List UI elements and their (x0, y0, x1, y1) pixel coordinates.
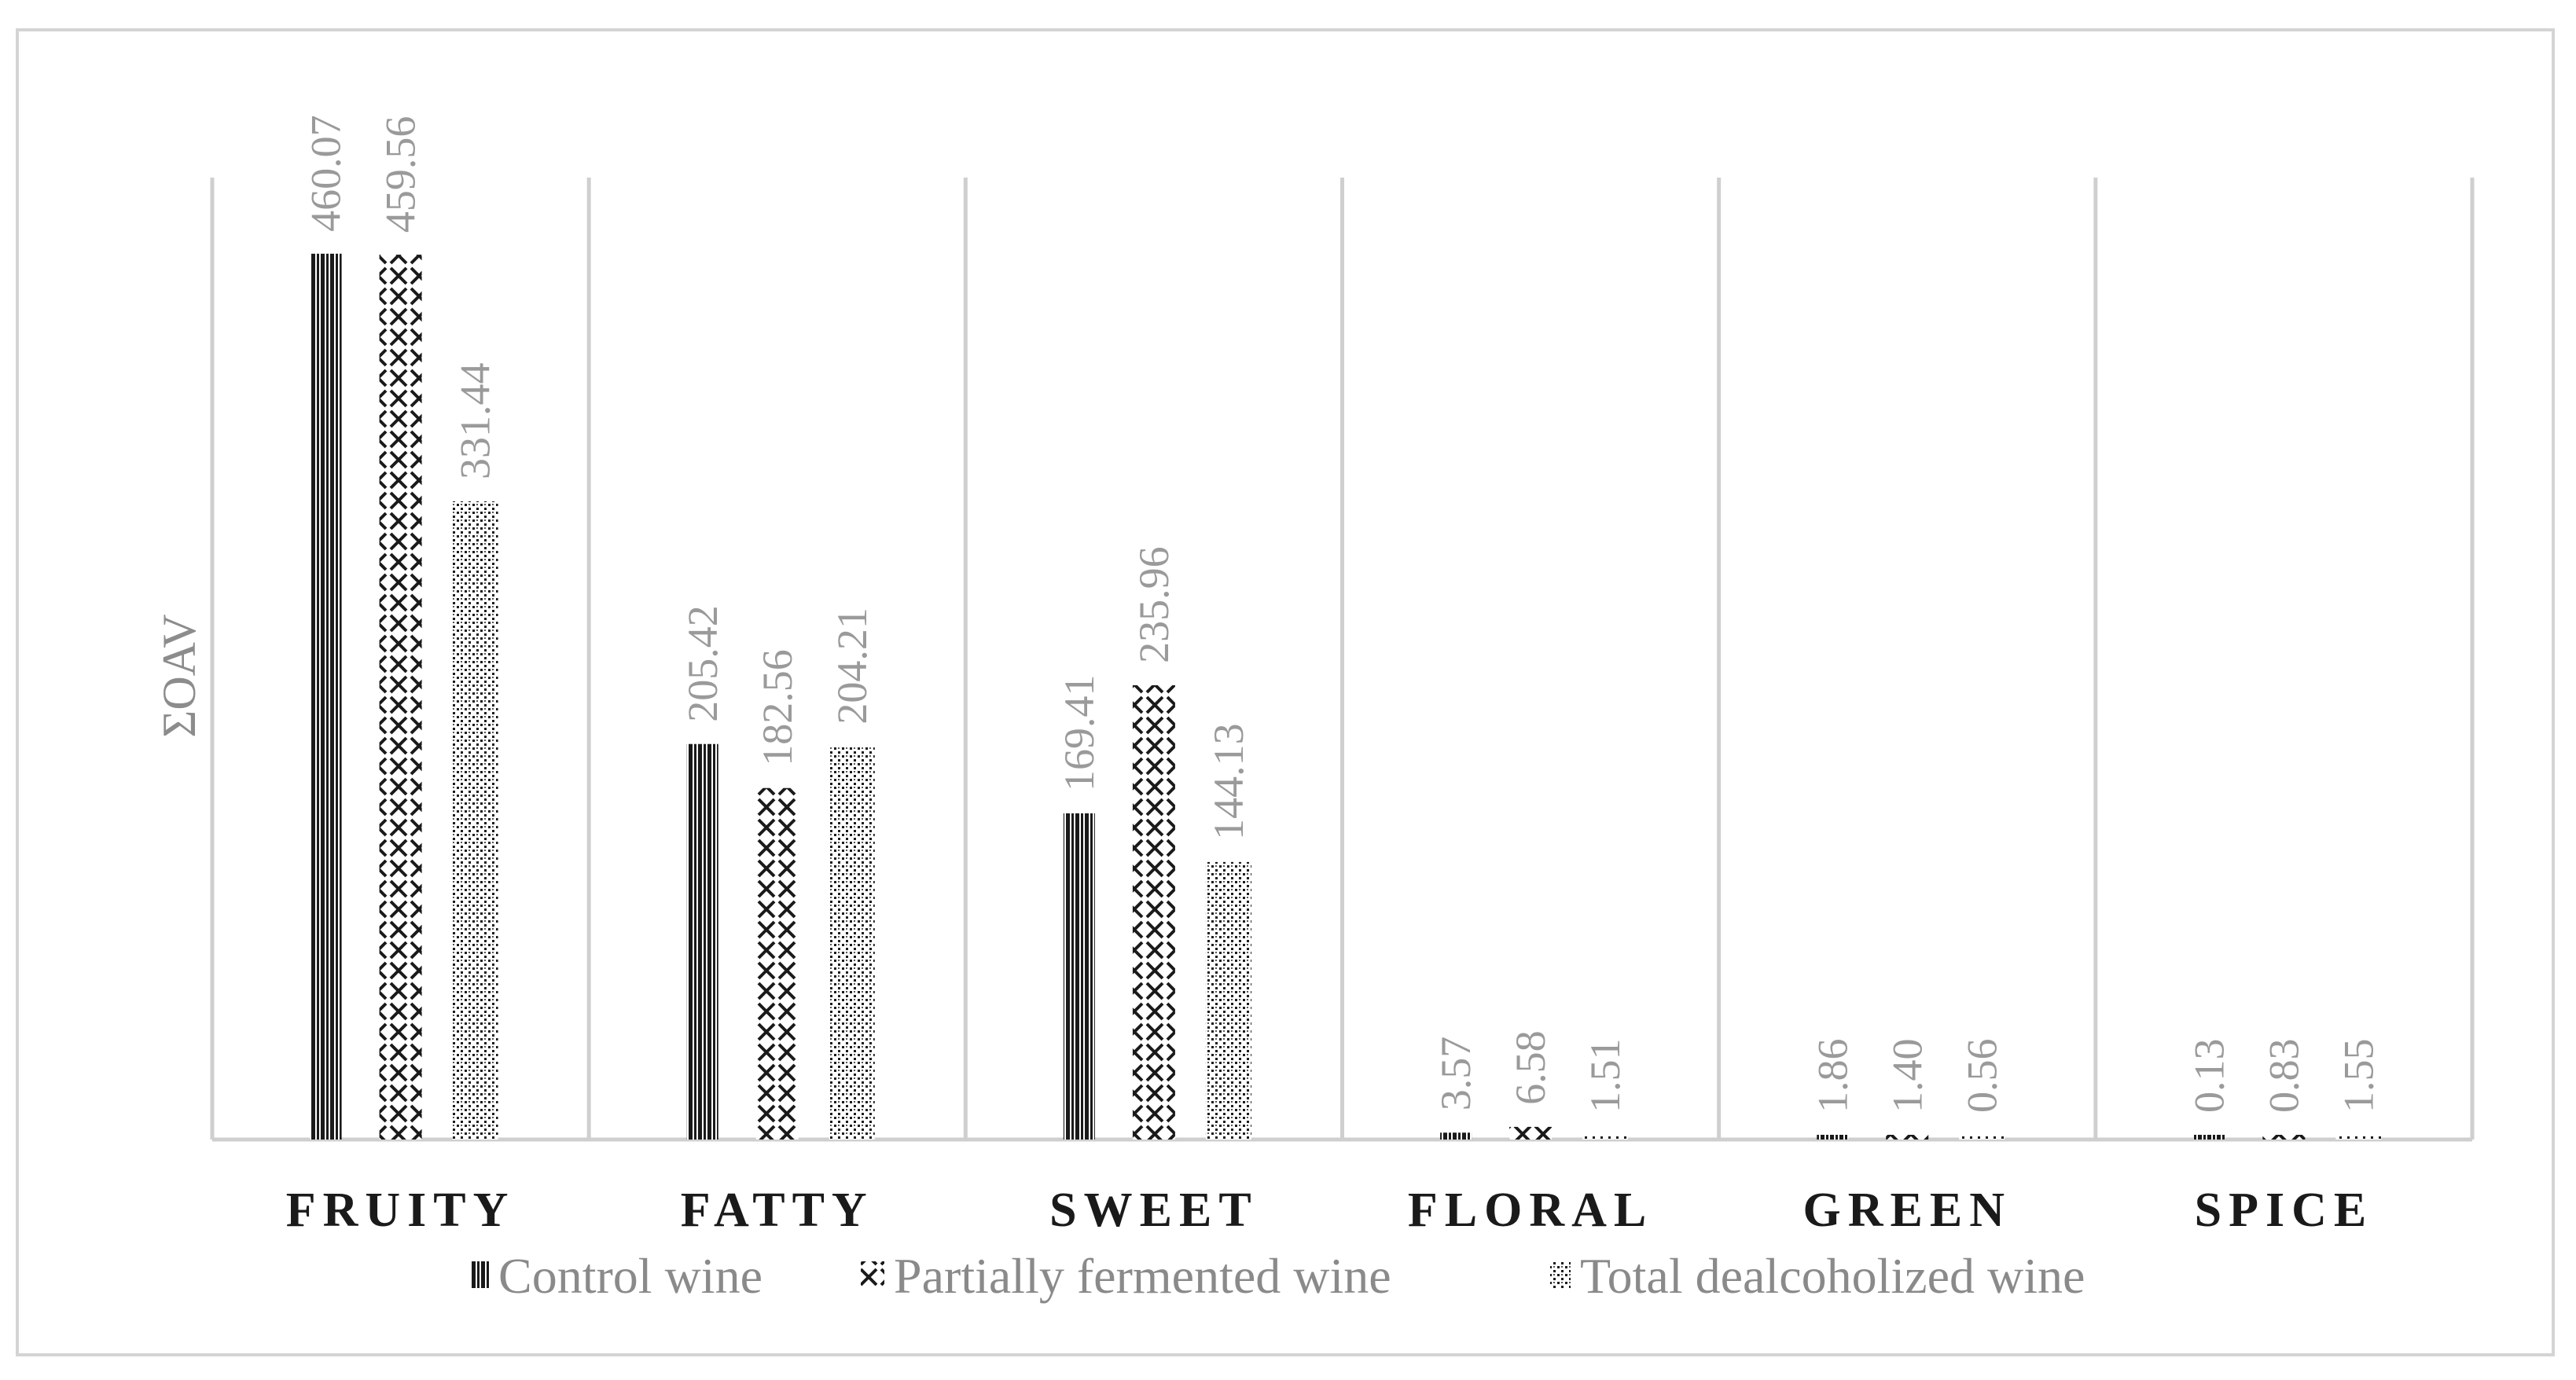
chart-frame (16, 28, 2555, 1356)
data-label: 1.40 (1883, 1039, 1931, 1114)
data-label: 460.07 (303, 115, 350, 232)
bar-partially-fermented-wine-sweet (1132, 684, 1175, 1140)
bar-total-dealcoholized-wine-sweet (1205, 861, 1251, 1140)
bar-control-wine-fatty (686, 743, 718, 1140)
category-label: FRUITY (286, 1184, 516, 1237)
data-label: 0.83 (2260, 1039, 2307, 1114)
data-label: 1.55 (2335, 1039, 2382, 1114)
bar-total-dealcoholized-wine-fatty (829, 746, 875, 1140)
bar-partially-fermented-wine-green (1886, 1135, 1929, 1140)
data-label: 182.56 (754, 649, 801, 766)
bar-partially-fermented-wine-spice (2262, 1135, 2306, 1140)
bar-control-wine-fruity (310, 253, 342, 1140)
bar-total-dealcoholized-wine-green (1959, 1135, 2005, 1140)
legend-swatch (861, 1261, 884, 1288)
bar-control-wine-spice (2193, 1135, 2225, 1140)
bar-partially-fermented-wine-fruity (379, 255, 422, 1140)
data-label: 1.51 (1582, 1039, 1629, 1114)
data-label: 1.86 (1809, 1039, 1856, 1114)
plot-area: 460.07 459.56 331.44 205.42 182.56 204.21 169.… (210, 115, 2475, 1142)
y-axis-label: ΣOAV (153, 614, 205, 737)
category-label: FLORAL (1408, 1184, 1653, 1237)
bar-total-dealcoholized-wine-floral (1582, 1135, 1629, 1140)
bar-total-dealcoholized-wine-fruity (452, 501, 498, 1140)
category-label: SPICE (2195, 1184, 2374, 1237)
bar-control-wine-green (1817, 1135, 1849, 1140)
bar-control-wine-sweet (1063, 813, 1095, 1140)
data-label: 235.96 (1130, 546, 1178, 663)
data-label: 204.21 (829, 607, 876, 725)
data-label: 331.44 (452, 362, 499, 479)
data-label: 144.13 (1205, 723, 1252, 840)
legend-swatch (1550, 1261, 1571, 1288)
legend-label: Total dealcoholized wine (1580, 1248, 2085, 1304)
data-label: 0.56 (1958, 1039, 2005, 1114)
category-label: FATTY (681, 1184, 874, 1237)
legend-label: Partially fermented wine (894, 1248, 1391, 1304)
data-label: 3.57 (1432, 1037, 1479, 1111)
bar-partially-fermented-wine-fatty (755, 787, 799, 1140)
data-label: 169.41 (1056, 674, 1103, 791)
legend-label: Control wine (498, 1248, 763, 1304)
legend-swatch (472, 1261, 489, 1288)
bar-control-wine-floral (1440, 1132, 1472, 1140)
data-label: 459.56 (377, 116, 424, 233)
legend: Control wine Partially fermented wine Tota… (472, 1248, 2085, 1304)
category-label: SWEET (1049, 1184, 1259, 1237)
data-label: 6.58 (1507, 1030, 1554, 1105)
bar-total-dealcoholized-wine-spice (2335, 1135, 2382, 1140)
category-labels: FRUITY FATTY SWEET FLORAL GREEN SPICE (286, 1184, 2374, 1237)
data-label: 205.42 (679, 605, 726, 722)
bar-partially-fermented-wine-floral (1509, 1126, 1553, 1140)
data-label: 0.13 (2185, 1039, 2232, 1114)
category-label: GREEN (1803, 1184, 2012, 1237)
